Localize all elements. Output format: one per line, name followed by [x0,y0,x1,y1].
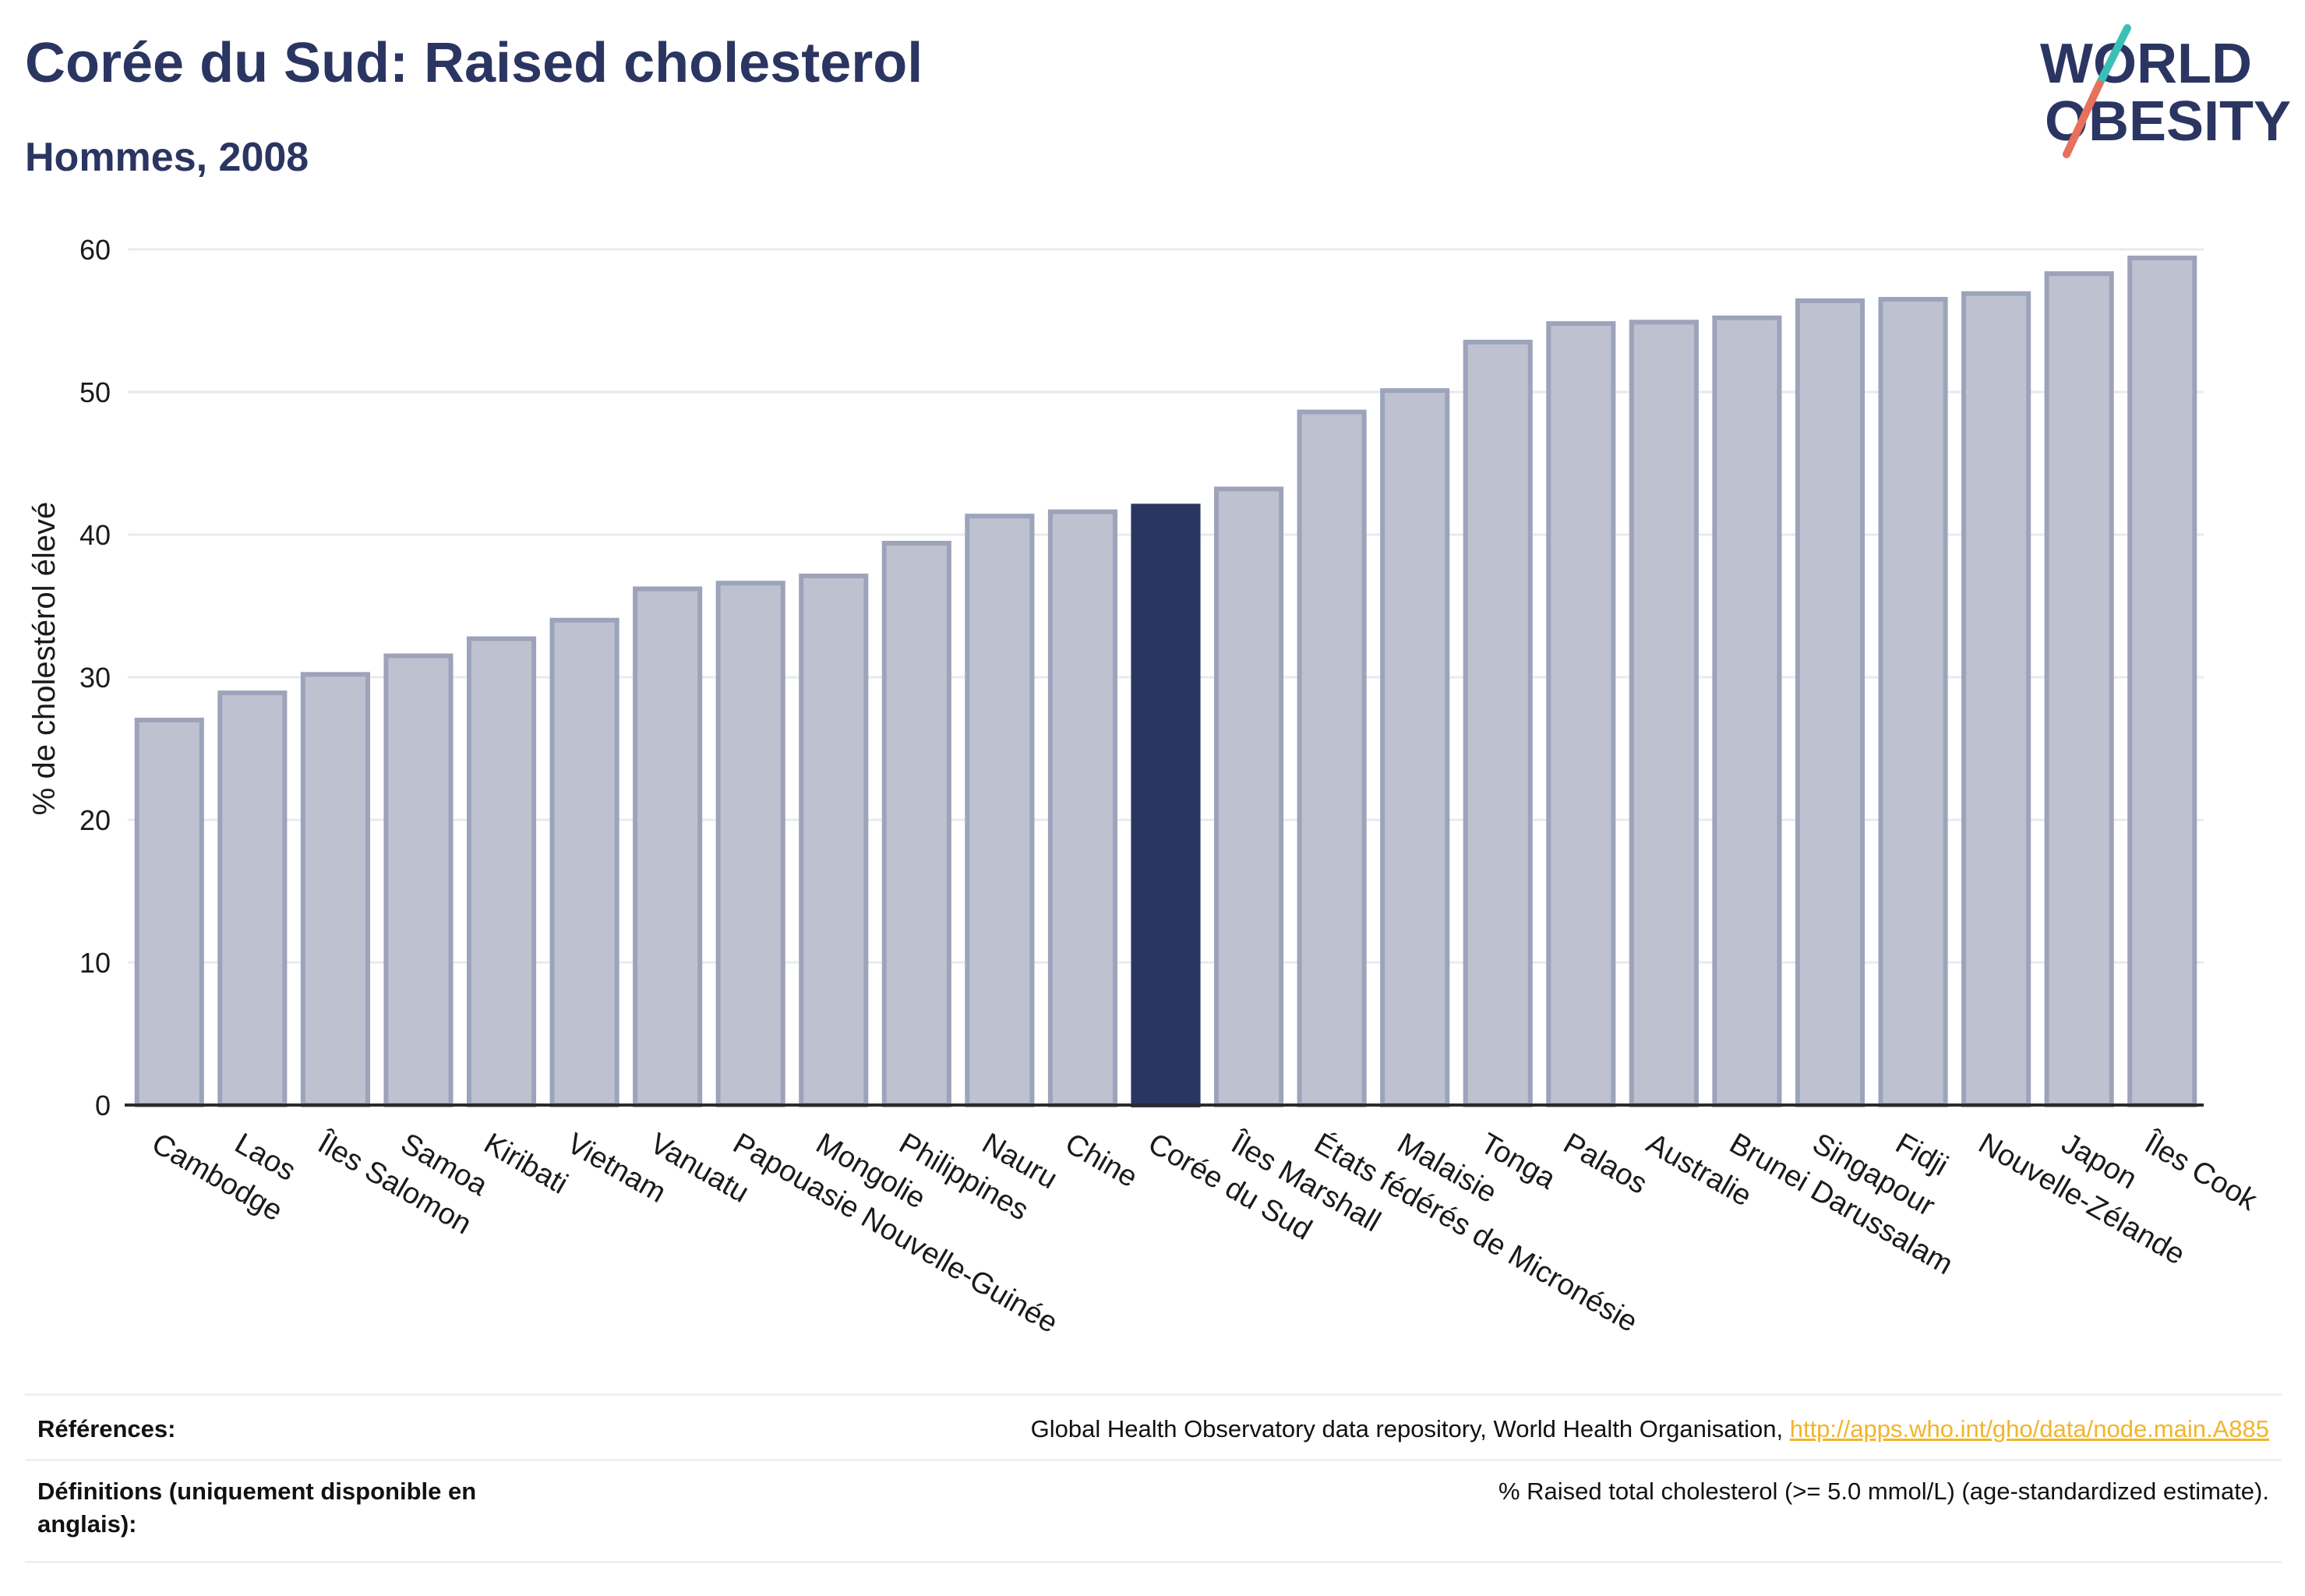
y-tick-label: 40 [79,519,111,551]
x-tick-label: Palaos [1558,1127,1653,1200]
bar[interactable] [300,672,370,1107]
y-axis-label: % de cholestérol élevé [27,502,62,815]
x-tick-label: Chine [1060,1127,1143,1194]
bar[interactable] [217,690,288,1107]
y-tick-label: 50 [79,376,111,408]
bar[interactable] [2127,255,2197,1108]
references-label: Références: [37,1415,176,1442]
references-value: Global Health Observatory data repositor… [1031,1413,2269,1446]
bars [134,255,2197,1108]
bar-highlighted[interactable] [1131,503,1201,1107]
x-tick-label: Îles Cook [2138,1126,2263,1217]
definitions-value: % Raised total cholesterol (>= 5.0 mmol/… [1498,1478,2269,1505]
y-tick-label: 20 [79,804,111,836]
y-tick-label: 0 [95,1089,111,1121]
bar[interactable] [799,574,869,1107]
bar[interactable] [1047,509,1117,1107]
y-axis-ticks: 0 10 20 30 40 50 60 [79,234,111,1121]
bar[interactable] [466,636,537,1107]
y-tick-label: 60 [79,234,111,266]
bar[interactable] [1795,298,1866,1107]
bar[interactable] [1546,321,1616,1108]
bar[interactable] [1878,297,1948,1107]
world-obesity-logo: WORLD OBESITY [2040,24,2291,158]
x-tick-label: Kiribati [478,1127,574,1200]
bar[interactable] [965,514,1035,1107]
references-link[interactable]: http://apps.who.int/gho/data/node.main.A… [1789,1415,2269,1442]
logo-line1: WORLD [2040,33,2252,95]
bar[interactable] [549,617,619,1107]
definitions-label: Définitions (uniquement disponible en an… [37,1478,477,1538]
y-tick-label: 10 [79,947,111,979]
chart-subtitle: Hommes, 2008 [25,135,309,180]
bar[interactable] [134,717,204,1108]
logo-slash-teal [2095,24,2131,88]
bar[interactable] [715,581,785,1107]
references-row: Références: Global Health Observatory da… [25,1393,2282,1461]
bar[interactable] [881,540,951,1107]
y-tick-label: 30 [79,662,111,694]
definitions-row: Définitions (uniquement disponible en an… [25,1459,2282,1563]
logo-slash-coral [2063,80,2103,158]
bar[interactable] [1297,409,1367,1107]
bar[interactable] [1380,388,1450,1108]
bar[interactable] [1712,315,1782,1107]
bar[interactable] [1214,486,1284,1107]
bar[interactable] [383,653,454,1107]
bar[interactable] [2044,271,2114,1107]
info-table: Références: Global Health Observatory da… [25,1393,2282,1563]
bar[interactable] [1463,339,1533,1107]
bar[interactable] [633,586,703,1107]
references-text: Global Health Observatory data repositor… [1030,1415,1790,1442]
chart-title: Corée du Sud: Raised cholesterol [25,32,923,94]
bar[interactable] [1629,320,1699,1107]
bar[interactable] [1961,291,2031,1108]
